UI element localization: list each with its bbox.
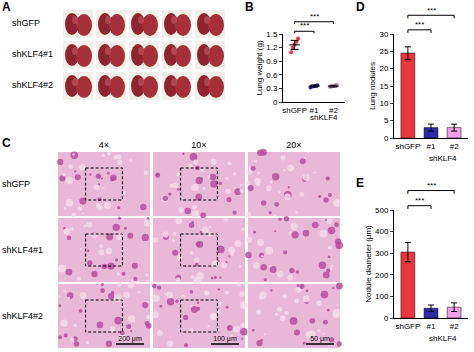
svg-text:50 μm: 50 μm <box>310 335 330 343</box>
html-text:shKLF4#1: shKLF4#1 <box>12 49 53 59</box>
svg-text:***: *** <box>427 6 436 15</box>
svg-text:0.9: 0.9 <box>266 57 278 66</box>
svg-text:4×: 4× <box>99 140 109 150</box>
svg-text:Lung nodules: Lung nodules <box>368 62 377 110</box>
svg-text:10: 10 <box>379 99 388 108</box>
svg-text:#2: #2 <box>329 106 338 115</box>
svg-text:shGFP: shGFP <box>282 106 307 115</box>
svg-text:1.5: 1.5 <box>266 30 278 39</box>
svg-text:15: 15 <box>379 82 388 91</box>
svg-text:0.3: 0.3 <box>266 84 278 93</box>
svg-text:***: *** <box>427 181 436 190</box>
html-text:D: D <box>356 0 365 14</box>
html-text:E: E <box>356 176 364 190</box>
svg-text:#1: #1 <box>310 106 319 115</box>
svg-text:0: 0 <box>384 314 389 323</box>
svg-text:shGFP: shGFP <box>395 322 420 331</box>
svg-text:0: 0 <box>384 134 389 143</box>
svg-text:20×: 20× <box>286 140 301 150</box>
html-text:A: A <box>2 0 11 14</box>
svg-text:shKLF4: shKLF4 <box>429 154 457 163</box>
svg-text:***: *** <box>415 20 424 29</box>
svg-text:0: 0 <box>273 98 278 107</box>
svg-text:200 μm: 200 μm <box>118 335 142 343</box>
svg-text:Nodule diameter (μm): Nodule diameter (μm) <box>364 225 373 303</box>
svg-text:shGFP: shGFP <box>2 179 30 189</box>
svg-text:100 μm: 100 μm <box>213 335 237 343</box>
html-text:C: C <box>2 136 11 150</box>
svg-text:***: *** <box>310 12 319 21</box>
svg-text:0.6: 0.6 <box>266 71 278 80</box>
svg-text:400: 400 <box>375 227 389 236</box>
svg-text:1.2: 1.2 <box>266 43 278 52</box>
svg-text:300: 300 <box>375 249 389 258</box>
svg-text:25: 25 <box>379 47 388 56</box>
html-text:B: B <box>245 0 254 14</box>
svg-text:shKLF4#1: shKLF4#1 <box>2 245 43 255</box>
svg-text:100: 100 <box>375 292 389 301</box>
svg-text:30: 30 <box>379 30 388 39</box>
svg-text:5: 5 <box>384 116 389 125</box>
svg-text:shKLF4#2: shKLF4#2 <box>2 311 43 321</box>
svg-text:#1: #1 <box>427 142 436 151</box>
svg-text:shKLF4: shKLF4 <box>429 334 457 343</box>
svg-text:20: 20 <box>379 64 388 73</box>
svg-text:#1: #1 <box>427 322 436 331</box>
svg-text:shKLF4: shKLF4 <box>310 113 338 122</box>
svg-text:shGFP: shGFP <box>395 142 420 151</box>
svg-text:200: 200 <box>375 271 389 280</box>
svg-text:#2: #2 <box>450 142 459 151</box>
svg-text:Lung weight (g): Lung weight (g) <box>255 40 264 95</box>
svg-text:***: *** <box>300 21 309 30</box>
html-text:shKLF4#2: shKLF4#2 <box>12 80 53 90</box>
svg-text:***: *** <box>415 196 424 205</box>
svg-text:10×: 10× <box>191 140 206 150</box>
svg-text:500: 500 <box>375 206 389 215</box>
svg-text:#2: #2 <box>450 322 459 331</box>
html-text:shGFP: shGFP <box>12 18 40 28</box>
